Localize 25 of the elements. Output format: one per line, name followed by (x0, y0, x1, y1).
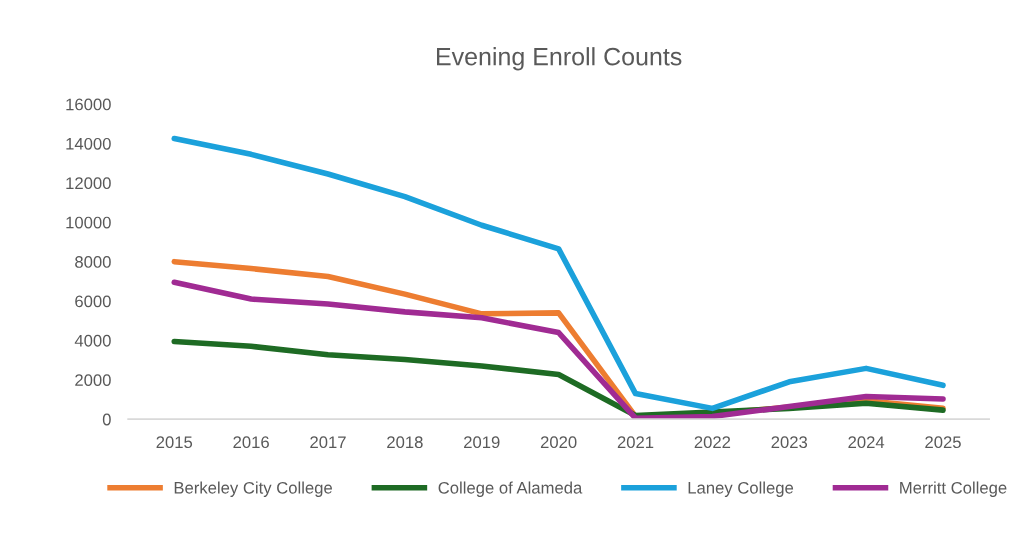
legend-label: Laney College (688, 481, 794, 497)
y-tick-label: 16000 (66, 98, 111, 111)
y-tick-label: 4000 (74, 334, 111, 347)
y-tick-label: 8000 (75, 256, 111, 268)
x-tick-label: 2025 (925, 436, 961, 449)
x-tick-label: 2018 (387, 436, 423, 449)
x-tick-label: 2024 (848, 436, 885, 449)
y-tick-label: 10000 (66, 216, 111, 229)
x-tick-label: 2017 (310, 436, 346, 449)
x-tick-label: 2016 (233, 436, 269, 449)
y-tick-label: 0 (102, 413, 111, 426)
legend-label: Merritt College (900, 481, 1007, 497)
legend-label: College of Alameda (438, 481, 583, 497)
legend-label: Berkeley City College (174, 481, 332, 497)
x-tick-label: 2020 (540, 436, 577, 449)
x-tick-label: 2021 (617, 436, 654, 449)
y-tick-label: 14000 (66, 137, 111, 150)
x-tick-label: 2019 (464, 436, 500, 449)
chart-title: Evening Enroll Counts (437, 47, 682, 71)
x-tick-label: 2023 (771, 436, 808, 449)
y-tick-label: 6000 (75, 295, 111, 308)
x-tick-label: 2015 (156, 436, 193, 449)
x-tick-label: 2022 (694, 436, 731, 449)
y-tick-label: 12000 (66, 177, 111, 190)
y-tick-label: 2000 (75, 374, 111, 387)
